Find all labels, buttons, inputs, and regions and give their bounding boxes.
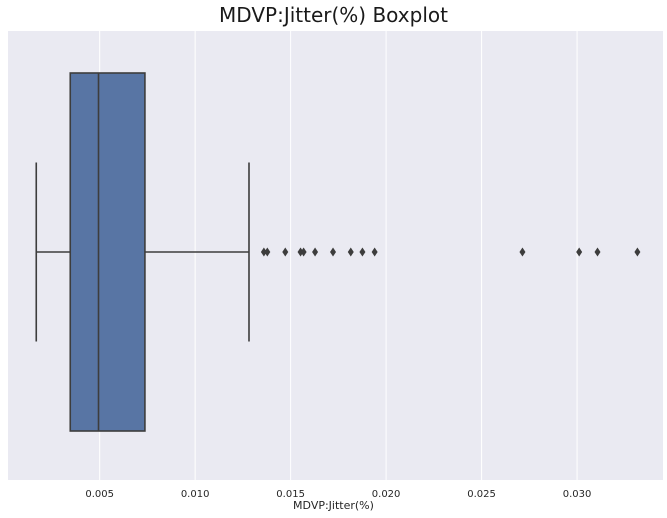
outlier-point (519, 247, 526, 257)
box-group (35, 72, 250, 432)
outlier-point (312, 247, 319, 257)
outlier-point (282, 247, 289, 257)
outlier-point (594, 247, 601, 257)
iqr-box (69, 72, 146, 432)
outlier-point (330, 247, 337, 257)
outlier-point (297, 247, 304, 257)
outlier-point (264, 247, 271, 257)
outlier-point (260, 247, 267, 257)
x-axis-ticks: 0.005 0.010 0.015 0.020 0.025 0.030 (85, 489, 591, 500)
chart-title: MDVP:Jitter(%) Boxplot (219, 3, 448, 27)
x-tick-label: 0.020 (372, 489, 401, 500)
x-tick-label: 0.025 (467, 489, 496, 500)
x-axis-label: MDVP:Jitter(%) (293, 499, 374, 512)
outlier-point (371, 247, 378, 257)
x-tick-label: 0.030 (563, 489, 592, 500)
outlier-point (576, 247, 583, 257)
x-tick-label: 0.010 (181, 489, 210, 500)
outlier-point (359, 247, 366, 257)
x-tick-label: 0.005 (85, 489, 114, 500)
outlier-point (300, 247, 307, 257)
outlier-point (634, 247, 641, 257)
outlier-points (260, 247, 641, 257)
x-tick-label: 0.015 (276, 489, 305, 500)
outlier-point (347, 247, 354, 257)
